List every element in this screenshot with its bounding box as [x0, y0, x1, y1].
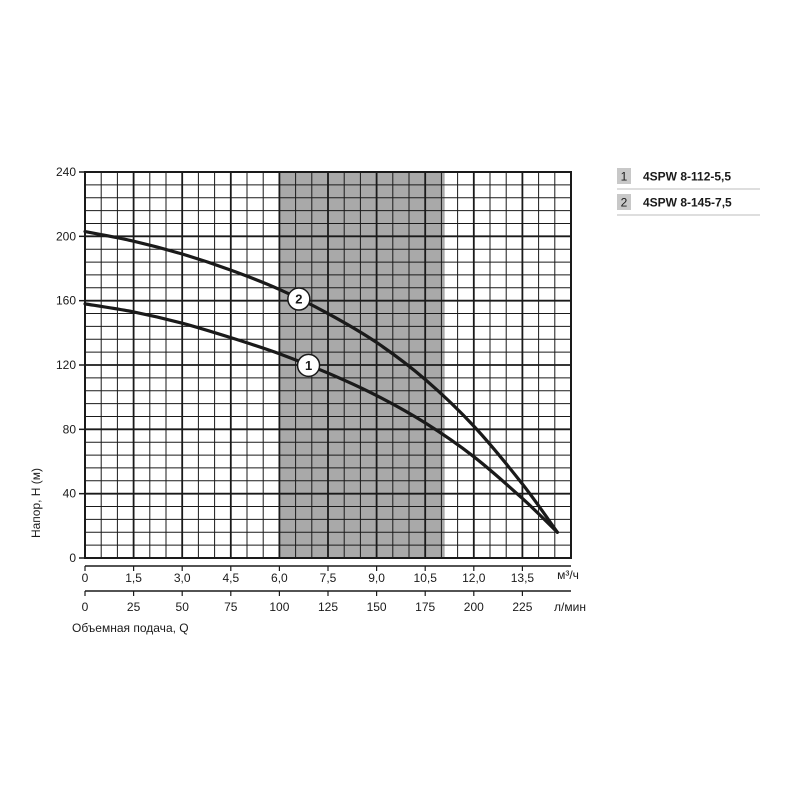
y-tick-label: 80 [63, 422, 77, 436]
y-tick-label: 200 [56, 229, 76, 243]
legend-marker-label: 1 [621, 170, 628, 184]
x-tick-label-lmin: 100 [269, 600, 289, 614]
x-tick-label-m3h: 12,0 [462, 571, 486, 585]
x-tick-label-lmin: 125 [318, 600, 338, 614]
y-tick-label: 40 [63, 487, 77, 501]
y-axis-title: Напор, Н (м) [29, 468, 43, 538]
x-tick-label-lmin: 225 [512, 600, 532, 614]
x-tick-label-lmin: 75 [224, 600, 238, 614]
x-tick-label-lmin: 150 [367, 600, 387, 614]
x-tick-label-m3h: 9,0 [368, 571, 385, 585]
legend: 1 4SPW 8-112-5,5 2 4SPW 8-145-7,5 [617, 168, 760, 216]
series-line-1 [83, 302, 559, 534]
x-tick-label-m3h: 4,5 [222, 571, 239, 585]
x-tick-label-lmin: 0 [82, 600, 89, 614]
x-tick-label-m3h: 6,0 [271, 571, 288, 585]
curves: 12 [83, 229, 559, 534]
series-marker-1 [296, 353, 321, 378]
y-tick-label: 240 [56, 165, 76, 179]
x-tick-label-lmin: 200 [464, 600, 484, 614]
legend-swatch-2 [617, 194, 631, 210]
x-tick-label-m3h: 1,5 [125, 571, 142, 585]
x-tick-label-m3h: 7,5 [320, 571, 337, 585]
x-tick-label-m3h: 13,5 [511, 571, 535, 585]
y-tick-label: 160 [56, 294, 76, 308]
plot-grid [84, 171, 572, 559]
x-tick-label-lmin: 50 [176, 600, 190, 614]
series-marker-label: 2 [295, 292, 302, 307]
x-tick-label-m3h: 10,5 [414, 571, 438, 585]
series-marker-label: 1 [305, 358, 312, 373]
series-marker-2 [287, 287, 311, 311]
x-tick-label-m3h: 0 [82, 571, 89, 585]
x-unit-m3h: м³/ч [557, 568, 579, 582]
legend-swatch-1 [617, 168, 631, 184]
x-unit-lmin: л/мин [554, 600, 586, 614]
x-tick-label-m3h: 3,0 [174, 571, 191, 585]
y-tick-label: 120 [56, 358, 76, 372]
legend-series-name: 4SPW 8-112-5,5 [643, 170, 731, 184]
y-tick-label: 0 [69, 551, 76, 565]
x-tick-label-lmin: 175 [415, 600, 435, 614]
series-line-2 [83, 229, 559, 534]
x-tick-label-lmin: 25 [127, 600, 141, 614]
legend-marker-label: 2 [621, 196, 628, 210]
x-axis-title: Объемная подача, Q [72, 621, 189, 635]
legend-series-name: 4SPW 8-145-7,5 [643, 196, 732, 210]
